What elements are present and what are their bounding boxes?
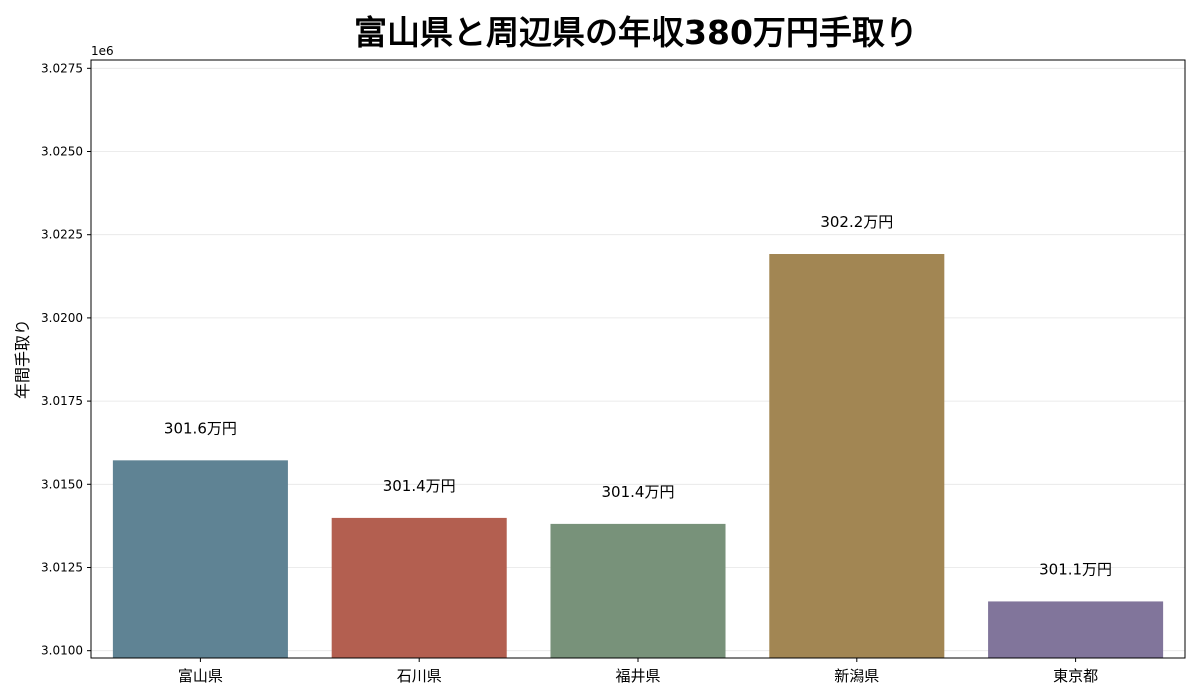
- data-label: 301.1万円: [1039, 560, 1112, 578]
- y-axis-offset-label: 1e6: [91, 44, 114, 58]
- data-labels: 301.6万円 301.4万円 301.4万円 302.2万円 301.1万円: [164, 213, 1112, 578]
- y-axis-label: 年間手取り: [13, 319, 32, 399]
- plot-frame: [90, 59, 1186, 659]
- data-label: 302.2万円: [820, 213, 893, 231]
- y-tick-label: 3.0200: [41, 311, 83, 325]
- x-tick-label: 石川県: [397, 667, 442, 685]
- bar: [331, 517, 507, 658]
- bar: [988, 601, 1164, 658]
- y-tick-label: 3.0250: [41, 145, 83, 159]
- x-tick-label: 福井県: [615, 667, 660, 685]
- x-tick-label: 新潟県: [834, 667, 879, 685]
- data-label: 301.4万円: [383, 477, 456, 495]
- y-axis-ticks: 3.0100 3.0125 3.0150 3.0175 3.0200 3.0225 3.02…: [41, 61, 91, 658]
- y-tick-label: 3.0225: [41, 228, 83, 242]
- bar: [112, 460, 288, 658]
- y-tick-label: 3.0125: [41, 560, 83, 574]
- y-tick-label: 3.0275: [41, 61, 83, 75]
- x-axis-ticks: 富山県 石川県 福井県 新潟県 東京都: [178, 658, 1098, 685]
- y-tick-label: 3.0100: [41, 644, 83, 658]
- data-label: 301.6万円: [164, 419, 237, 437]
- bar: [769, 254, 945, 658]
- y-tick-label: 3.0175: [41, 394, 83, 408]
- bars: [112, 254, 1164, 658]
- x-tick-label: 富山県: [178, 667, 223, 685]
- chart-title: 富山県と周辺県の年収380万円手取り: [354, 13, 918, 52]
- y-tick-label: 3.0150: [41, 477, 83, 491]
- data-label: 301.4万円: [602, 483, 675, 501]
- x-tick-label: 東京都: [1053, 667, 1098, 685]
- bar: [550, 523, 726, 658]
